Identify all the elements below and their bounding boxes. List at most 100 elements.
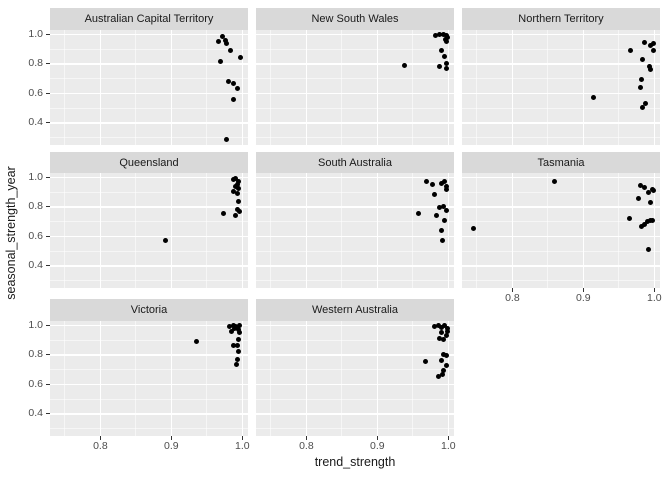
data-point [470,226,476,232]
data-point [433,32,439,38]
data-point [639,77,645,83]
grid-line-minor-y [256,107,454,109]
grid-line-minor-x [206,321,208,436]
data-point [640,104,646,110]
data-point [223,137,229,143]
data-point [641,221,647,227]
data-point [552,179,558,185]
grid-line-minor-y [256,398,454,400]
data-point [444,39,450,45]
grid-line-major-y [50,413,248,415]
facet-title: Victoria [130,304,168,316]
data-point [416,210,422,216]
grid-line-minor-y [50,428,248,430]
data-point [635,196,641,202]
facet-panel [462,30,660,145]
data-point [439,329,445,335]
data-point [441,179,447,185]
grid-line-major-x [582,30,585,145]
grid-line-minor-x [618,173,620,288]
facet-title: Western Australia [311,304,398,316]
grid-line-major-x [511,30,514,145]
x-tick-label: 1.0 [441,440,456,452]
data-point [429,182,435,188]
data-point [230,177,236,183]
data-point [590,95,596,101]
grid-line-major-y [50,324,248,327]
x-tick-label: 0.8 [505,292,520,304]
y-axis-tick [46,265,50,267]
data-point [444,60,450,66]
grid-line-major-y [462,122,660,124]
grid-line-minor-x [270,173,272,288]
x-tick-label: 0.9 [164,440,179,452]
grid-line-major-y [50,235,248,238]
grid-line-major-x [447,321,450,436]
grid-line-minor-y [50,339,248,341]
grid-line-minor-y [256,137,454,139]
grid-line-minor-y [50,191,248,193]
data-point [423,179,429,185]
data-point [225,78,231,84]
facet-strip: Australian Capital Territory [50,8,248,30]
facet-title: New South Wales [311,13,399,25]
data-point [236,337,242,343]
grid-line-minor-y [50,137,248,139]
grid-line-minor-y [462,191,660,193]
y-axis-tick [46,92,50,94]
data-point [651,40,657,46]
grid-line-major-x [653,30,656,145]
grid-line-minor-y [256,428,454,430]
y-tick-label: 1.0 [28,27,43,40]
grid-line-minor-x [64,173,66,288]
grid-line-minor-x [412,30,414,145]
y-axis-tick [46,176,50,178]
data-point [639,224,645,230]
data-point [230,188,236,194]
data-point [235,198,241,204]
grid-line-major-x [376,321,379,436]
x-axis-tick [447,436,449,440]
grid-line-major-y [462,206,660,208]
y-axis-tick [46,235,50,237]
data-point [194,339,200,345]
grid-line-minor-x [341,321,343,436]
grid-line-major-y [256,122,454,124]
y-tick-label: 0.8 [28,57,43,70]
data-point [234,361,240,367]
y-tick-label: 0.6 [28,86,43,99]
grid-line-minor-y [462,137,660,139]
y-axis-tick [46,122,50,124]
data-point [227,323,233,329]
grid-line-major-y [256,354,454,356]
grid-line-minor-y [462,78,660,80]
data-point [232,213,238,219]
grid-line-minor-x [476,173,478,288]
data-point [432,323,438,329]
data-point [163,238,169,244]
grid-line-major-y [462,63,660,65]
data-point [234,191,240,197]
facet-strip: Queensland [50,152,248,174]
data-point [230,80,236,86]
grid-line-major-y [50,92,248,95]
data-point [440,371,446,377]
grid-line-major-y [256,63,454,65]
grid-line-minor-x [270,321,272,436]
grid-line-major-y [256,413,454,415]
data-point [646,190,652,196]
grid-line-major-y [50,206,248,208]
grid-line-major-y [462,265,660,267]
grid-line-minor-y [462,280,660,282]
y-axis-tick [46,413,50,415]
data-point [626,216,632,222]
grid-line-major-x [241,173,244,288]
data-point [439,358,445,364]
grid-line-minor-x [341,173,343,288]
data-point [219,33,225,39]
data-point [227,47,233,53]
data-point [230,96,236,102]
y-tick-label: 0.6 [28,377,43,390]
grid-line-minor-x [476,30,478,145]
grid-line-minor-x [135,30,137,145]
